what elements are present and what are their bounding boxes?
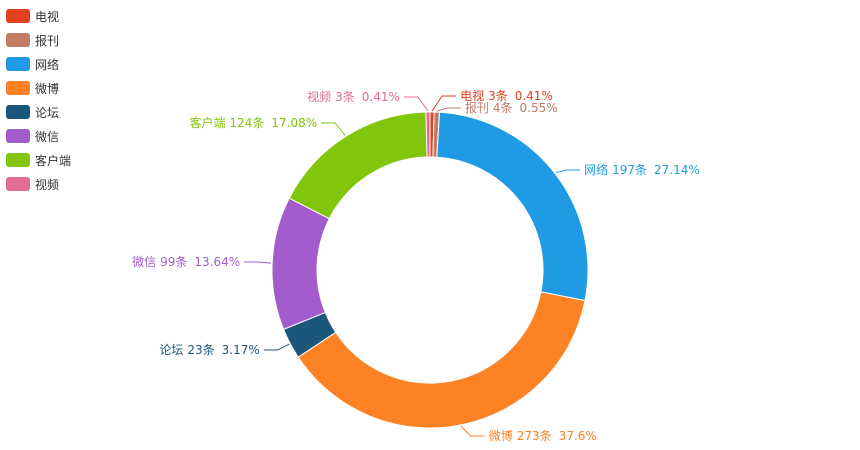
legend-swatch [6, 105, 30, 119]
legend-swatch [6, 153, 30, 167]
slice-label-percent: 0.41% [515, 89, 553, 103]
legend-label: 网络 [35, 57, 60, 72]
slice-label-count: 99条 [160, 255, 187, 269]
slice-label-count: 4条 [493, 101, 513, 115]
slice-label: 电视 3条 0.41% [460, 88, 553, 103]
legend-swatch [6, 57, 30, 71]
label-leader-line [555, 169, 581, 174]
legend-swatch [6, 9, 30, 23]
slice-label-name: 微信 [132, 255, 156, 269]
slice-label-name: 报刊 [465, 100, 489, 115]
slice-label: 报刊 4条 0.55% [465, 100, 558, 115]
legend-item[interactable]: 报刊 [6, 28, 71, 52]
legend-swatch [6, 81, 30, 95]
legend-label: 论坛 [35, 105, 60, 120]
slice-label-count: 197条 [612, 163, 647, 177]
label-leader-line [263, 343, 290, 351]
donut-slice[interactable] [425, 111, 431, 158]
label-leader-line [321, 122, 346, 136]
label-leader-line [460, 425, 485, 437]
legend-swatch [6, 177, 30, 191]
legend-item[interactable]: 视频 [6, 172, 71, 196]
slice-label-percent: 0.55% [520, 101, 558, 115]
legend-item[interactable]: 网络 [6, 52, 71, 76]
legend-swatch [6, 129, 30, 143]
slice-label-percent: 27.14% [654, 163, 700, 177]
donut-slice[interactable] [297, 291, 586, 429]
legend-label: 微博 [35, 81, 60, 96]
slice-label: 客户端 124条 17.08% [190, 115, 318, 130]
slice-label-percent: 0.41% [362, 90, 400, 104]
legend-item[interactable]: 论坛 [6, 100, 71, 124]
label-leader-line [431, 95, 457, 112]
legend-item[interactable]: 客户端 [6, 148, 71, 172]
slice-label: 微信 99条 13.64% [132, 255, 240, 269]
slice-label-name: 论坛 [159, 343, 183, 357]
slice-label-percent: 17.08% [271, 116, 317, 130]
legend-swatch [6, 33, 30, 47]
slice-label-percent: 13.64% [194, 255, 240, 269]
slice-label-name: 视频 [307, 89, 331, 104]
legend-label: 客户端 [35, 153, 72, 168]
donut-slice[interactable] [271, 197, 331, 331]
slice-label-name: 微博 [489, 428, 513, 443]
legend-label: 视频 [35, 177, 60, 192]
label-leader-line [436, 107, 461, 112]
slice-label-count: 3条 [488, 89, 508, 103]
legend-item[interactable]: 微博 [6, 76, 71, 100]
legend-label: 电视 [35, 9, 60, 24]
slice-label: 网络 197条 27.14% [584, 162, 700, 177]
slice-label: 视频 3条 0.41% [307, 89, 400, 104]
legend-label: 微信 [35, 129, 60, 144]
slice-label: 论坛 23条 3.17% [159, 343, 259, 357]
slice-label-count: 3条 [335, 90, 355, 104]
slice-label-name: 电视 [460, 88, 484, 103]
donut-slice[interactable] [436, 111, 589, 302]
chart-legend: 电视报刊网络微博论坛微信客户端视频 [6, 4, 71, 196]
legend-item[interactable]: 微信 [6, 124, 71, 148]
label-leader-line [403, 96, 429, 112]
slice-label: 微博 273条 37.6% [489, 428, 597, 443]
label-leader-line [244, 261, 272, 264]
legend-item[interactable]: 电视 [6, 4, 71, 28]
legend-label: 报刊 [35, 33, 60, 48]
slice-label-name: 客户端 [190, 115, 226, 130]
slice-label-percent: 37.6% [559, 429, 597, 443]
slice-label-count: 273条 [517, 429, 552, 443]
slice-label-percent: 3.17% [222, 343, 260, 357]
slice-label-name: 网络 [584, 162, 608, 177]
slice-label-count: 124条 [230, 116, 265, 130]
slice-label-count: 23条 [187, 343, 214, 357]
